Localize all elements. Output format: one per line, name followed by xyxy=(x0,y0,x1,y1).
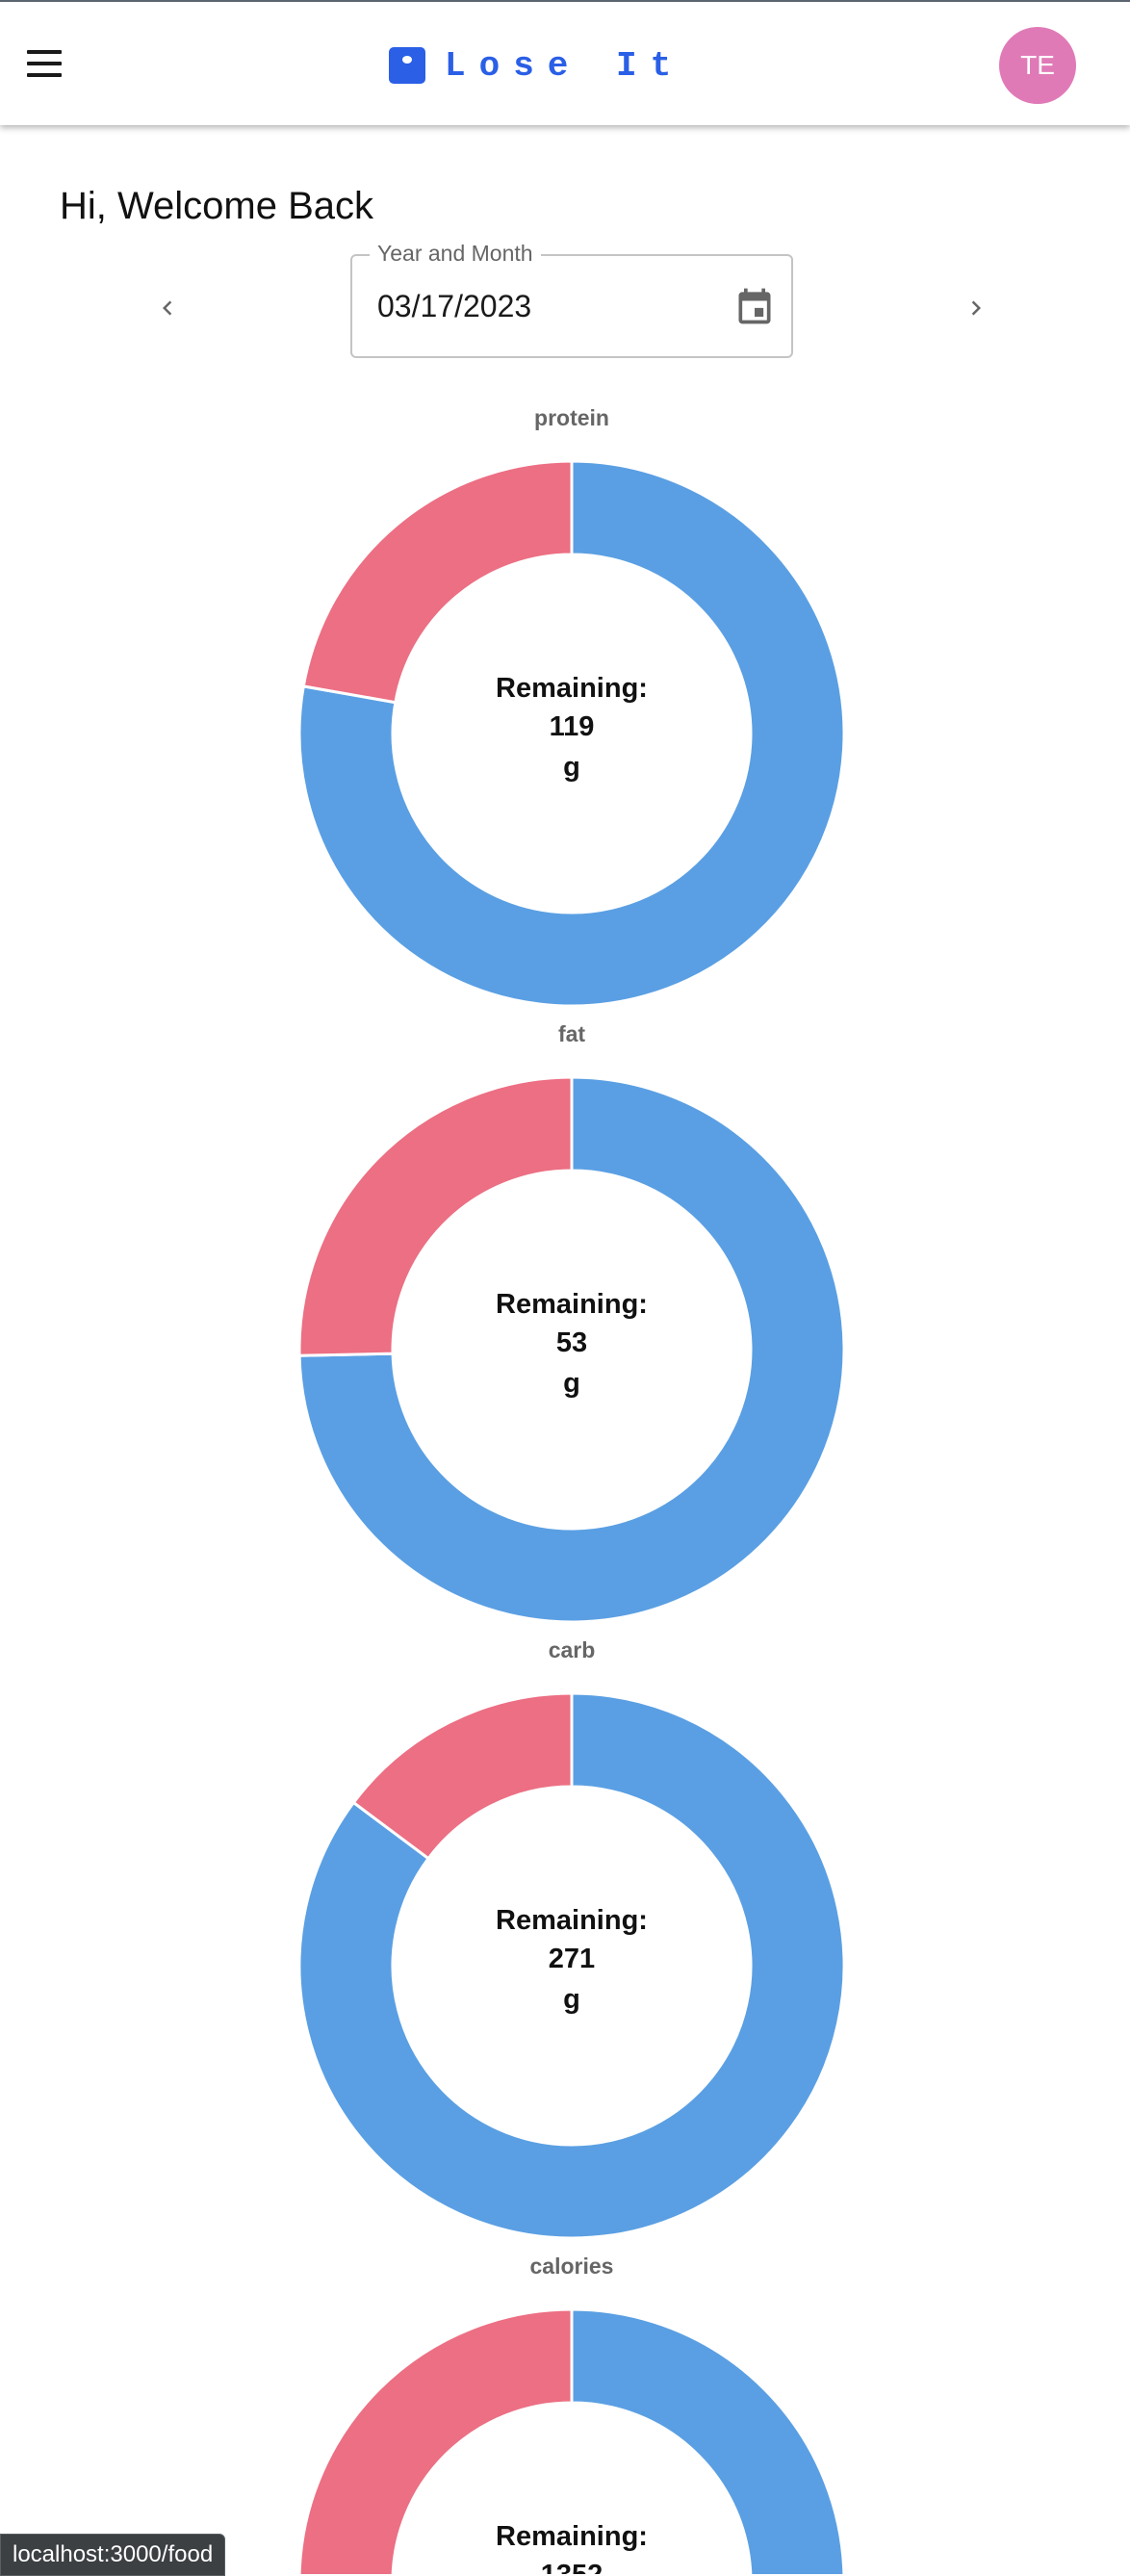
chart-protein-segment-consumed xyxy=(301,459,574,705)
avatar[interactable]: TE xyxy=(999,27,1076,104)
chart-center-label: Remaining: xyxy=(496,1289,648,1320)
chart-title-calories: calories xyxy=(530,2254,614,2279)
next-date-button[interactable] xyxy=(953,285,999,331)
chart-fat-segment-remaining xyxy=(297,1075,846,1624)
status-bar-url: localhost:3000/food xyxy=(0,2534,226,2576)
chart-calories-segment-remaining xyxy=(570,2307,846,2574)
date-field-label: Year and Month xyxy=(370,241,541,267)
chart-remaining-unit: g xyxy=(563,1984,580,2015)
chart-calories-segment-consumed xyxy=(297,2307,574,2574)
app-bar: Lose It TE xyxy=(0,0,1130,125)
chevron-left-icon xyxy=(163,300,172,316)
chart-title-carb: carb xyxy=(549,1637,596,1662)
chart-center-label: Remaining: xyxy=(496,1905,648,1936)
chart-remaining-unit: g xyxy=(563,752,580,783)
menu-icon-line xyxy=(27,62,62,65)
menu-icon xyxy=(27,50,62,54)
chart-carb-segment-remaining xyxy=(297,1691,846,2240)
date-input[interactable]: 03/17/2023 xyxy=(377,289,532,323)
year-month-field[interactable]: Year and Month 03/17/2023 xyxy=(350,241,793,358)
chart-title-fat: fat xyxy=(558,1021,585,1046)
chart-title-protein: protein xyxy=(534,405,609,430)
chart-remaining-value: 53 xyxy=(556,1327,587,1358)
chart-center-label: Remaining: xyxy=(496,2521,648,2552)
chart-remaining-unit: g xyxy=(563,1368,580,1399)
chart-remaining-value: 119 xyxy=(550,711,595,742)
chart-fat-segment-consumed xyxy=(297,1075,574,1357)
menu-button[interactable] xyxy=(21,40,67,87)
chevron-right-icon xyxy=(971,300,981,316)
app-name: Lose It xyxy=(445,45,685,86)
chart-center-label: Remaining: xyxy=(496,673,648,704)
page-greeting: Hi, Welcome Back xyxy=(60,185,374,227)
menu-icon-line xyxy=(27,73,62,77)
chart-remaining-value: 1352 xyxy=(541,2560,604,2574)
chart-remaining-value: 271 xyxy=(549,1944,595,1974)
calendar-icon[interactable] xyxy=(733,285,776,327)
chart-carb-segment-consumed xyxy=(351,1691,574,1861)
chart-protein-segment-remaining xyxy=(297,459,846,1008)
prev-date-button[interactable] xyxy=(144,285,191,331)
scale-icon xyxy=(389,47,425,84)
brand-logo[interactable]: Lose It xyxy=(389,45,685,86)
